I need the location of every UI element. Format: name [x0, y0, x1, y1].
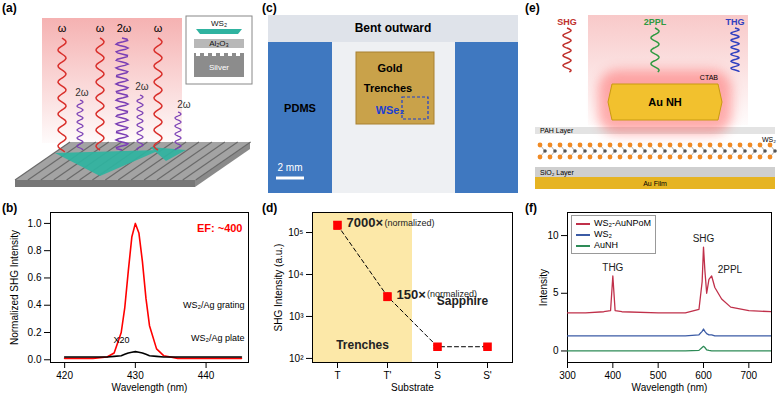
svg-text:0.2: 0.2	[28, 327, 42, 338]
svg-text:0.8: 0.8	[28, 245, 42, 256]
svg-text:THG: THG	[726, 17, 745, 27]
svg-text:WSe₂: WSe₂	[376, 104, 405, 116]
svg-text:ω: ω	[58, 22, 67, 34]
svg-text:10⁴: 10⁴	[288, 269, 303, 280]
svg-text:600: 600	[695, 370, 712, 381]
svg-text:700: 700	[740, 370, 757, 381]
svg-text:2PPL: 2PPL	[644, 17, 667, 27]
svg-text:150×: 150×	[397, 287, 427, 302]
svg-text:Trenches: Trenches	[364, 82, 412, 94]
svg-text:SHG: SHG	[557, 17, 577, 27]
svg-text:(e): (e)	[525, 1, 540, 15]
svg-text:(normalized): (normalized)	[427, 289, 477, 299]
svg-text:420: 420	[56, 370, 73, 381]
svg-text:(b): (b)	[2, 201, 17, 215]
svg-text:(f): (f)	[525, 201, 537, 215]
svg-text:(normalized): (normalized)	[385, 218, 435, 228]
svg-text:CTAB: CTAB	[700, 74, 718, 81]
html-text:WS₂-AuNPoM: WS₂-AuNPoM	[594, 218, 651, 228]
svg-text:Wavelength (nm): Wavelength (nm)	[632, 382, 708, 393]
svg-text:(c): (c)	[262, 1, 277, 15]
svg-text:ω: ω	[154, 22, 163, 34]
svg-text:300: 300	[559, 370, 576, 381]
svg-text:Bent outward: Bent outward	[355, 21, 432, 35]
svg-text:2PPL: 2PPL	[718, 264, 743, 275]
svg-text:10²: 10²	[289, 353, 304, 364]
svg-text:Silver: Silver	[209, 63, 229, 72]
svg-text:Trenches: Trenches	[336, 338, 389, 352]
svg-text:WS₂/Ag grating: WS₂/Ag grating	[183, 300, 245, 310]
svg-text:440: 440	[198, 370, 215, 381]
svg-text:SHG Intensity (a.u.): SHG Intensity (a.u.)	[273, 244, 284, 332]
svg-text:2ω: 2ω	[177, 99, 191, 110]
svg-text:0.0: 0.0	[28, 354, 42, 365]
svg-text:400: 400	[604, 370, 621, 381]
svg-text:1.0: 1.0	[28, 218, 42, 229]
svg-text:(d): (d)	[262, 201, 277, 215]
html-text:WS₂: WS₂	[594, 229, 612, 239]
svg-text:EF: ~400: EF: ~400	[197, 222, 243, 234]
svg-text:10³: 10³	[289, 311, 304, 322]
svg-text:0.4: 0.4	[28, 299, 42, 310]
svg-text:2ω: 2ω	[75, 87, 89, 98]
svg-text:Al₂O₃: Al₂O₃	[209, 39, 229, 48]
svg-text:Intensity: Intensity	[538, 269, 549, 306]
svg-text:T: T	[334, 370, 340, 381]
svg-text:PDMS: PDMS	[284, 102, 316, 114]
svg-text:Gold: Gold	[377, 62, 402, 74]
html-text:AuNH: AuNH	[594, 240, 618, 250]
svg-text:Substrate: Substrate	[391, 382, 434, 393]
svg-text:Au Film: Au Film	[643, 180, 667, 187]
svg-text:S: S	[434, 370, 441, 381]
svg-text:(a): (a)	[2, 1, 17, 15]
svg-text:PAH Layer: PAH Layer	[540, 127, 574, 135]
svg-text:500: 500	[650, 370, 667, 381]
svg-text:Wavelength (nm): Wavelength (nm)	[112, 382, 188, 393]
svg-text:10: 10	[547, 230, 559, 241]
svg-text:430: 430	[127, 370, 144, 381]
svg-text:7000×: 7000×	[347, 215, 384, 230]
svg-text:T': T'	[383, 370, 391, 381]
svg-text:Normalized SHG Intensity: Normalized SHG Intensity	[9, 230, 20, 345]
svg-text:10⁵: 10⁵	[288, 227, 303, 238]
svg-text:WS₂: WS₂	[211, 19, 227, 28]
svg-text:S': S'	[483, 370, 492, 381]
svg-text:5: 5	[553, 287, 559, 298]
svg-text:WS₂: WS₂	[762, 136, 776, 143]
svg-text:THG: THG	[602, 262, 623, 273]
svg-text:Au NH: Au NH	[648, 96, 682, 108]
svg-text:0.6: 0.6	[28, 272, 42, 283]
svg-text:2ω: 2ω	[117, 22, 132, 34]
svg-text:2ω: 2ω	[135, 81, 149, 92]
svg-text:SiO₂ Layer: SiO₂ Layer	[540, 169, 575, 177]
svg-text:WS₂/Ag plate: WS₂/Ag plate	[191, 333, 245, 343]
svg-text:Sapphire: Sapphire	[436, 293, 489, 308]
svg-text:SHG: SHG	[693, 233, 715, 244]
svg-text:0: 0	[553, 345, 559, 356]
svg-text:ω: ω	[96, 22, 105, 34]
svg-text:2 mm: 2 mm	[278, 162, 303, 173]
svg-text:X20: X20	[113, 335, 129, 345]
